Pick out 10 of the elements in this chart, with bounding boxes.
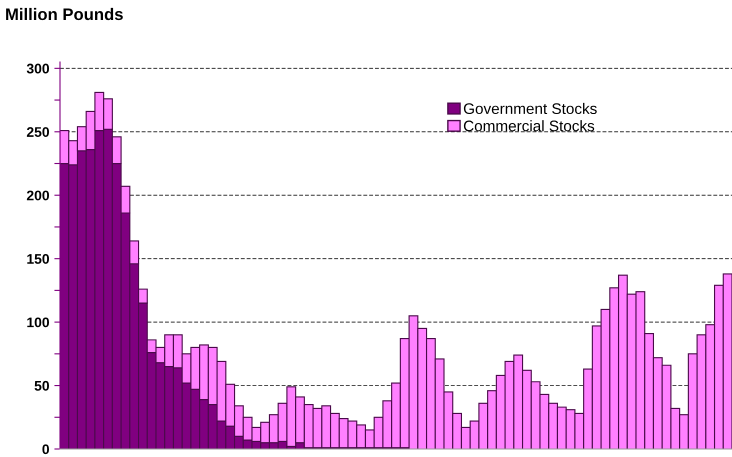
chart-title: Million Pounds <box>6 8 123 20</box>
legend-label: Commercial Stocks <box>464 120 594 132</box>
y-tick-label: 150 <box>27 254 50 264</box>
y-tick-label: 250 <box>26 127 50 137</box>
legend-label: Government Stocks <box>464 102 597 114</box>
y-tick-label: 100 <box>27 317 50 328</box>
y-tick-label: 0 <box>42 444 50 454</box>
y-tick-label: 200 <box>26 190 50 200</box>
y-tick-label: 300 <box>26 64 50 74</box>
y-tick-label: 50 <box>34 380 50 391</box>
